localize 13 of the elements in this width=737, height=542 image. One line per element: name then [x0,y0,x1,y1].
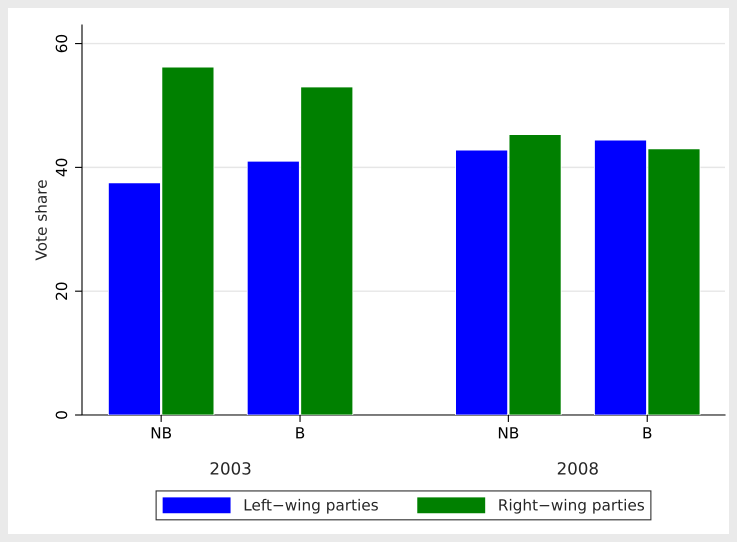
legend-label: Right−wing parties [499,498,644,514]
y-axis-title: Vote share [35,180,47,260]
y-tick-label: 20 [56,282,68,300]
text: 2008 [558,462,598,475]
legend-label: Left−wing parties [244,498,378,514]
x-tick-label: B [296,427,304,438]
x-tick-label: NB [152,427,172,438]
y-tick-label: 0 [56,411,68,419]
text: 2003 [210,462,250,475]
y-tick-label: 60 [56,34,68,52]
y-tick-label: 40 [56,158,68,176]
x-tick-label: B [643,427,652,438]
x-tick-label: NB [498,427,518,438]
